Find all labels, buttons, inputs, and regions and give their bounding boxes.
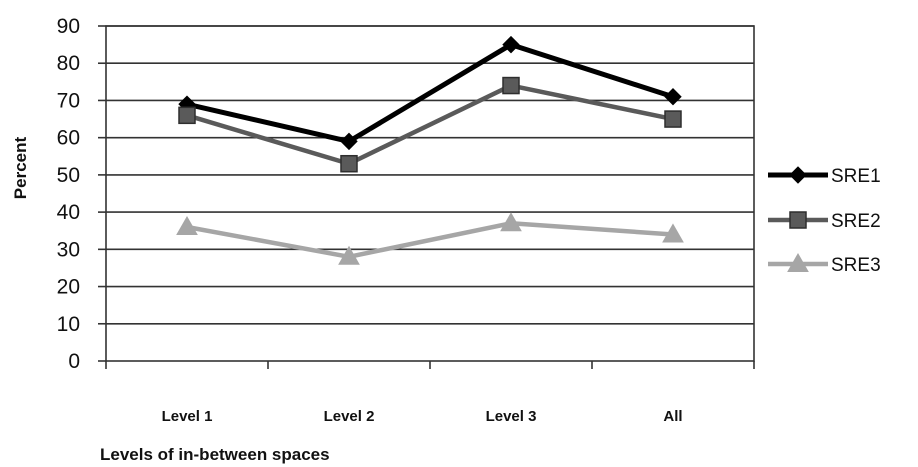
data-point: [176, 215, 198, 235]
series-sre1: [178, 35, 682, 151]
legend-item-sre2: SRE2: [768, 211, 881, 232]
series-line: [186, 42, 674, 144]
legend-label: SRE2: [831, 211, 881, 232]
y-tick-label: 80: [57, 52, 80, 75]
y-tick-label: 30: [57, 238, 80, 261]
data-point: [662, 223, 684, 243]
x-tick-label: Level 2: [324, 408, 375, 425]
legend-label: SRE1: [831, 166, 881, 187]
data-point: [502, 76, 520, 95]
x-tick-label: All: [663, 408, 682, 425]
series-group: [176, 35, 684, 265]
series-sre3: [176, 212, 684, 265]
y-tick-label: 50: [57, 164, 80, 187]
y-tick-label: 90: [57, 15, 80, 38]
x-tick-label: Level 1: [162, 408, 213, 425]
x-tick-label: Level 3: [486, 408, 537, 425]
y-tick-label: 40: [57, 201, 80, 224]
x-axis-ticks: Level 1 Level 2 Level 3 All: [162, 408, 683, 425]
y-axis-ticks: 0 10 20 30 40 50 60 70 80 90: [57, 15, 80, 373]
series-line: [186, 221, 674, 260]
data-point: [664, 110, 682, 128]
data-point: [502, 35, 520, 54]
x-axis-title: Levels of in-between spaces: [100, 445, 330, 464]
series-sre2: [178, 76, 682, 173]
legend-marker: [789, 166, 807, 184]
data-point: [340, 154, 358, 173]
data-point: [178, 106, 196, 125]
data-point: [664, 88, 682, 106]
y-tick-label: 0: [68, 350, 80, 373]
legend: SRE1 SRE2 SRE3: [768, 166, 881, 276]
legend-marker: [787, 252, 809, 272]
gridlines: [106, 25, 754, 325]
data-point: [338, 245, 360, 265]
plot-border: [105, 25, 755, 362]
data-point: [340, 132, 358, 151]
y-tick-label: 60: [57, 127, 80, 150]
plot-frame: [98, 25, 755, 369]
y-axis-title: Percent: [11, 136, 30, 199]
y-tick-label: 70: [57, 89, 80, 112]
legend-marker: [789, 211, 807, 229]
legend-item-sre1: SRE1: [768, 166, 881, 187]
legend-item-sre3: SRE3: [768, 252, 881, 276]
data-point: [500, 212, 522, 232]
legend-label: SRE3: [831, 255, 881, 276]
y-tick-label: 10: [57, 313, 80, 336]
y-tick-label: 20: [57, 276, 80, 299]
series-line: [186, 83, 674, 166]
